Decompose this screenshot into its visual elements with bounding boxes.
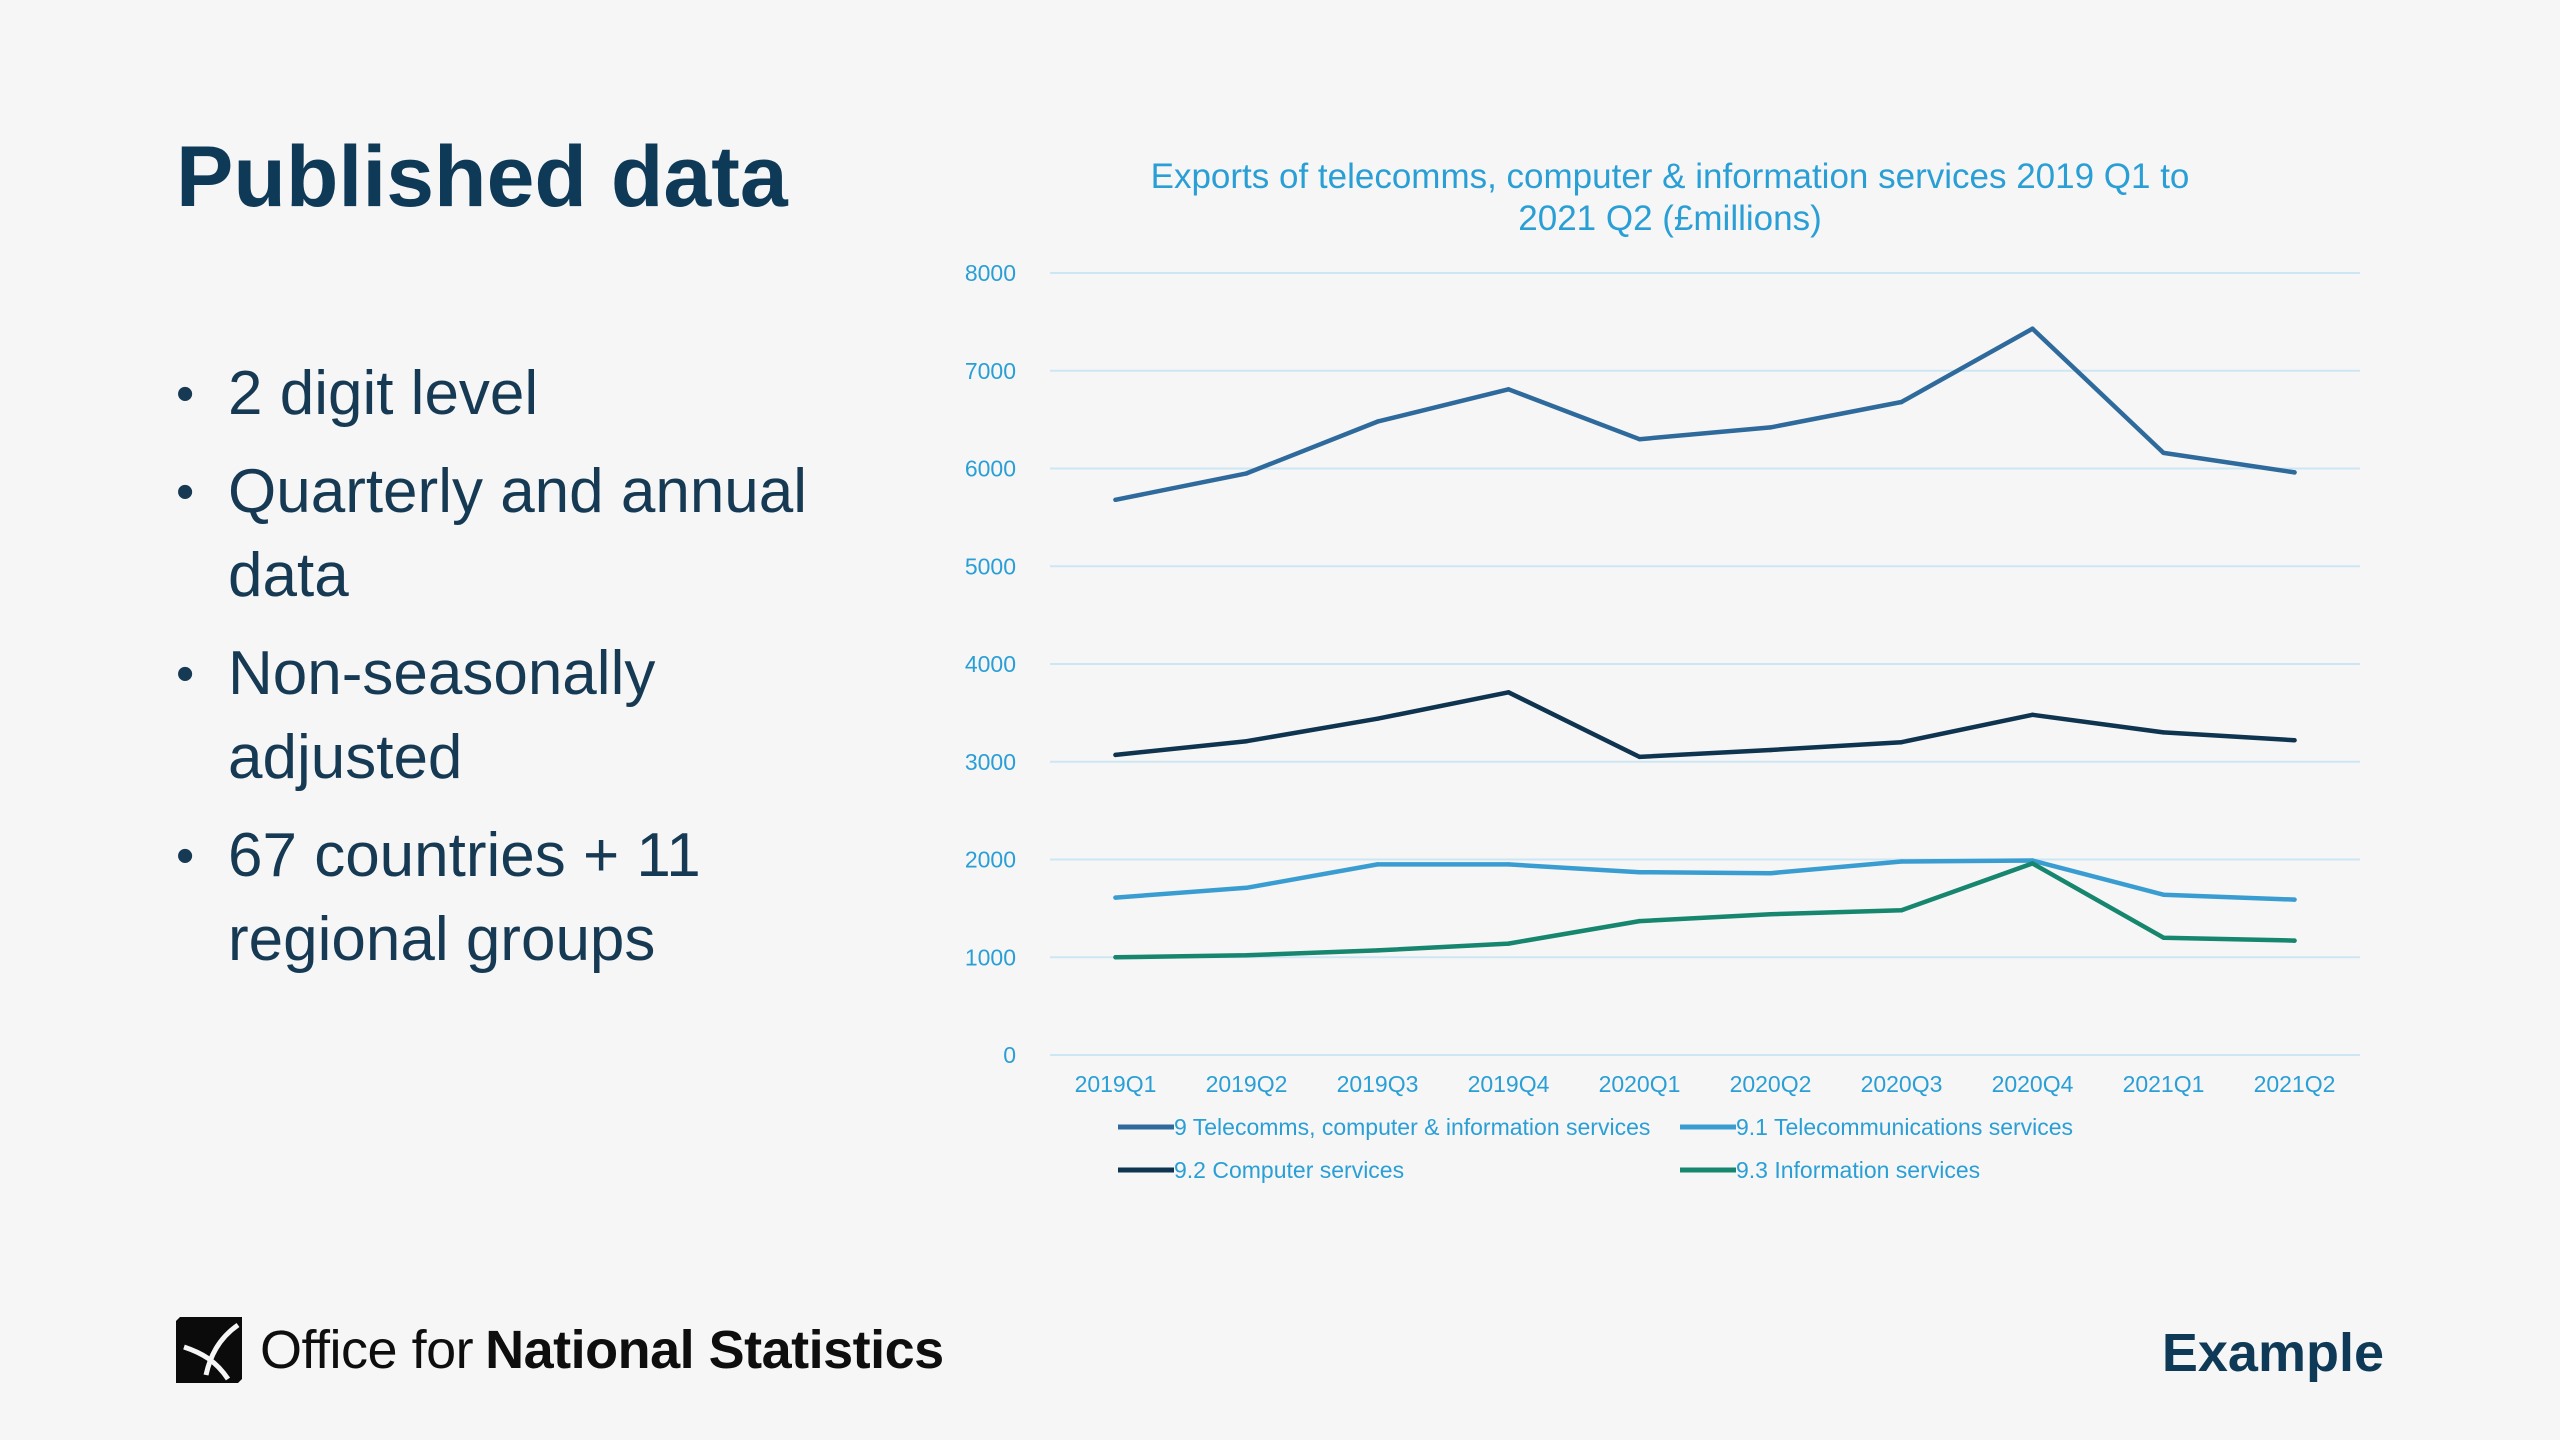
data-point	[2161, 450, 2166, 456]
data-point	[1637, 436, 1642, 442]
data-point	[2161, 892, 2166, 897]
series-line	[1113, 690, 2297, 760]
data-point	[1506, 941, 1511, 946]
legend-label: 9.3 Information services	[1736, 1157, 1980, 1183]
bullet-item: 2 digit level	[176, 352, 876, 436]
logo-text-bold: National Statistics	[485, 1320, 944, 1380]
data-point	[1506, 862, 1511, 867]
y-tick-label: 7000	[965, 358, 1016, 384]
data-point	[1899, 859, 1904, 864]
data-point	[2030, 326, 2035, 331]
x-tick-label: 2021Q1	[2123, 1071, 2205, 1097]
y-tick-label: 6000	[965, 456, 1016, 482]
logo-text-light: Office for	[260, 1320, 474, 1380]
data-point	[2161, 730, 2166, 735]
data-point	[1768, 870, 1773, 876]
y-tick-label: 4000	[965, 651, 1016, 677]
legend-label: 9.1 Telecommunications services	[1736, 1114, 2073, 1140]
chart-title: Exports of telecomms, computer & informa…	[1151, 157, 2190, 196]
data-point	[2030, 861, 2035, 866]
data-point	[1637, 918, 1642, 924]
example-label: Example	[2161, 1323, 2384, 1383]
data-point	[1244, 739, 1249, 744]
data-point	[2030, 712, 2035, 718]
x-tick-label: 2020Q4	[1992, 1071, 2074, 1097]
data-point	[1375, 716, 1380, 721]
data-point	[1899, 908, 1904, 913]
data-point	[2292, 470, 2297, 475]
chart-title: 2021 Q2 (£millions)	[1518, 199, 1821, 238]
x-tick-label: 2021Q2	[2254, 1071, 2336, 1097]
data-point	[1637, 754, 1642, 760]
data-point	[1244, 885, 1249, 891]
data-point	[1375, 948, 1380, 953]
series-line	[1113, 858, 2297, 902]
data-point	[1506, 387, 1511, 392]
legend-label: 9.2 Computer services	[1174, 1157, 1404, 1183]
data-point	[1113, 497, 1118, 502]
y-tick-label: 0	[1003, 1042, 1016, 1068]
data-point	[1113, 752, 1118, 758]
data-point	[1506, 690, 1511, 695]
bullet-item: Non-seasonally adjusted	[176, 632, 876, 800]
data-point	[2292, 938, 2297, 943]
y-tick-label: 8000	[965, 260, 1016, 286]
data-point	[1768, 425, 1773, 430]
data-point	[1375, 862, 1380, 867]
data-point	[1244, 953, 1249, 958]
data-point	[1899, 399, 1904, 405]
x-tick-label: 2020Q2	[1730, 1071, 1812, 1097]
x-tick-label: 2019Q3	[1337, 1071, 1419, 1097]
data-point	[1637, 870, 1642, 875]
data-point	[2161, 935, 2166, 940]
x-tick-label: 2019Q1	[1075, 1071, 1157, 1097]
bullet-item: 67 countries + 11 regional groups	[176, 814, 876, 982]
data-point	[1375, 419, 1380, 424]
series-line	[1113, 861, 2297, 960]
bullet-list: 2 digit level Quarterly and annual data …	[176, 352, 876, 996]
series-line	[1113, 326, 2297, 503]
ons-logo: Office for National Statistics	[176, 1316, 944, 1384]
data-point	[2292, 738, 2297, 743]
x-tick-label: 2019Q4	[1468, 1071, 1550, 1097]
data-point	[1113, 955, 1118, 960]
ons-logo-icon	[176, 1317, 242, 1383]
data-point	[1768, 747, 1773, 753]
x-tick-label: 2020Q1	[1599, 1071, 1681, 1097]
bullet-item: Quarterly and annual data	[176, 450, 876, 618]
page-title: Published data	[176, 129, 788, 225]
data-point	[1113, 895, 1118, 900]
y-tick-label: 2000	[965, 847, 1016, 873]
data-point	[2292, 897, 2297, 902]
y-tick-label: 3000	[965, 749, 1016, 775]
y-tick-label: 5000	[965, 553, 1016, 579]
line-chart: Exports of telecomms, computer & informa…	[965, 157, 2360, 1183]
legend-label: 9 Telecomms, computer & information serv…	[1174, 1114, 1650, 1140]
x-tick-label: 2020Q3	[1861, 1071, 1943, 1097]
data-point	[1244, 471, 1249, 476]
data-point	[1768, 912, 1773, 917]
data-point	[1899, 740, 1904, 745]
x-tick-label: 2019Q2	[1206, 1071, 1288, 1097]
y-tick-label: 1000	[965, 944, 1016, 970]
